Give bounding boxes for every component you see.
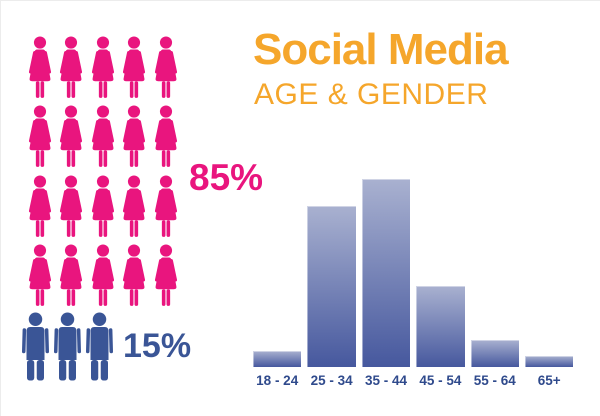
- bar-label: 25 - 34: [310, 373, 353, 388]
- page-title: Social Media: [253, 25, 509, 74]
- woman-icon: [90, 36, 115, 99]
- female-pictogram: [24, 36, 182, 313]
- woman-icon: [153, 36, 178, 99]
- bar-column: 25 - 34: [307, 179, 356, 389]
- woman-icon: [59, 243, 84, 307]
- bar-column: 18 - 24: [253, 179, 302, 389]
- woman-icon: [59, 105, 84, 169]
- male-pictogram: [20, 312, 115, 382]
- female-percent-label: 85%: [189, 157, 264, 198]
- bar-column: 55 - 64: [470, 179, 519, 389]
- woman-icon: [27, 243, 52, 307]
- woman-icon: [90, 243, 115, 307]
- bar-age-1: [253, 351, 302, 367]
- bar-age-2: [307, 206, 356, 367]
- man-icon: [54, 312, 81, 382]
- woman-icon: [59, 36, 84, 99]
- woman-icon: [90, 174, 115, 238]
- bar-age-6: [524, 356, 574, 367]
- bar-age-5: [470, 340, 519, 367]
- woman-icon: [122, 174, 147, 238]
- man-icon: [22, 312, 49, 382]
- bar-label: 35 - 44: [364, 373, 407, 388]
- woman-icon: [153, 243, 178, 307]
- bar-age-3: [361, 179, 411, 367]
- bar-column: 45 - 54: [416, 179, 465, 389]
- woman-icon: [153, 105, 178, 169]
- woman-icon: [90, 105, 115, 169]
- woman-icon: [27, 36, 52, 99]
- woman-icon: [27, 105, 52, 169]
- bar-age-4: [416, 286, 465, 367]
- male-percent-label: 15%: [123, 327, 192, 365]
- woman-icon: [122, 105, 147, 169]
- woman-icon: [59, 174, 84, 238]
- woman-icon: [122, 243, 147, 307]
- bar-label: 18 - 24: [256, 373, 299, 388]
- bar-label: 45 - 54: [419, 373, 462, 388]
- woman-icon: [27, 174, 52, 238]
- bar-column: 35 - 44: [361, 179, 411, 389]
- age-bar-chart: 18 - 24 25 - 34 35 - 44 45 - 54 55 - 64 65+: [253, 179, 580, 389]
- woman-icon: [153, 174, 178, 238]
- bar-column: 65+: [524, 179, 574, 389]
- bar-label: 55 - 64: [473, 373, 516, 388]
- woman-icon: [122, 36, 147, 99]
- page-subtitle: AGE & GENDER: [254, 78, 489, 111]
- man-icon: [86, 312, 113, 382]
- bar-label: 65+: [537, 373, 561, 388]
